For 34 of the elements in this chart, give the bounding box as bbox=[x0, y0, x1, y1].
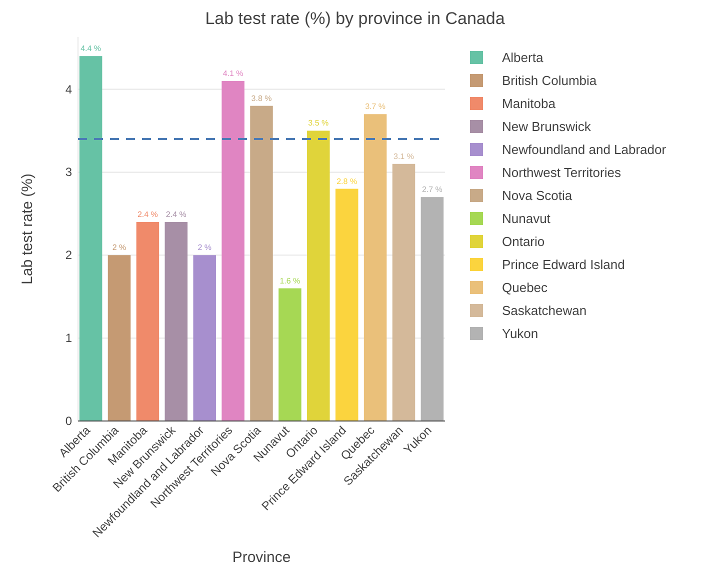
legend-label: Manitoba bbox=[502, 96, 556, 111]
data-label: 2 % bbox=[198, 243, 212, 252]
data-label: 3.7 % bbox=[365, 102, 386, 112]
legend-label: Quebec bbox=[502, 280, 548, 295]
y-tick-label: 3 bbox=[65, 165, 72, 180]
data-label: 2.4 % bbox=[137, 210, 158, 219]
y-tick-label: 2 bbox=[65, 248, 72, 262]
data-label: 3.5 % bbox=[308, 118, 329, 128]
legend-label: British Columbia bbox=[502, 73, 598, 88]
legend-label: Ontario bbox=[502, 234, 545, 249]
legend-label: New Brunswick bbox=[502, 119, 592, 134]
data-label: 2.8 % bbox=[336, 176, 358, 186]
data-label: 2 % bbox=[112, 243, 126, 252]
legend-label: Nunavut bbox=[502, 211, 551, 226]
legend-label: Northwest Territories bbox=[502, 165, 622, 180]
data-label: 1.6 % bbox=[280, 276, 300, 286]
legend-label: Saskatchewan bbox=[502, 303, 587, 318]
y-tick-label: 0 bbox=[65, 414, 72, 428]
legend-label: Prince Edward Island bbox=[502, 257, 625, 272]
chart-title: Lab test rate (%) by province in Canada bbox=[205, 9, 506, 28]
data-label: 4.1 % bbox=[222, 68, 244, 78]
y-tick-label: 1 bbox=[65, 331, 72, 346]
legend-label: Newfoundland and Labrador bbox=[502, 142, 667, 157]
data-label: 3.1 % bbox=[394, 152, 414, 161]
y-axis-title: Lab test rate (%) bbox=[19, 174, 36, 284]
data-label: 2.7 % bbox=[422, 185, 442, 194]
legend-label: Yukon bbox=[502, 326, 538, 341]
legend-label: Alberta bbox=[502, 50, 544, 65]
data-label: 4.4 % bbox=[80, 44, 102, 54]
legend-label: Nova Scotia bbox=[502, 188, 573, 203]
data-label: 3.8 % bbox=[251, 94, 272, 103]
data-label: 2.4 % bbox=[166, 210, 186, 219]
y-tick-label: 4 bbox=[65, 82, 72, 96]
x-axis-title: Province bbox=[232, 549, 291, 566]
